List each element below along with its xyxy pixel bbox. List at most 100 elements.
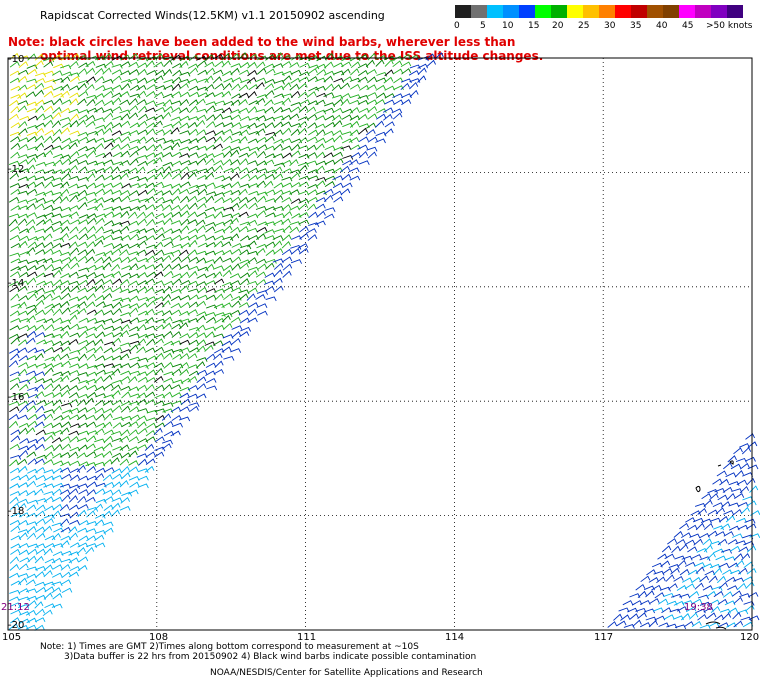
wind-barb (298, 164, 308, 173)
wind-barb (85, 333, 97, 339)
wind-barb (748, 615, 760, 621)
wind-barb (43, 61, 54, 68)
wind-barb (306, 91, 317, 98)
wind-barb (384, 55, 395, 61)
wind-barb (170, 249, 182, 255)
wind-barb (36, 214, 48, 220)
wind-barb (214, 221, 226, 227)
wind-barb (248, 202, 258, 210)
wind-barb (223, 286, 234, 292)
wind-barb (94, 513, 106, 519)
wind-barb (221, 176, 232, 182)
wind-barb (238, 129, 249, 136)
wind-barb (743, 600, 755, 606)
wind-barb (238, 226, 249, 233)
wind-barb (289, 158, 299, 167)
wind-barb (9, 113, 20, 121)
wind-barb (86, 292, 96, 301)
wind-barb (685, 606, 697, 613)
wind-barb (179, 271, 190, 279)
wind-barb (68, 407, 80, 413)
wind-barb (34, 309, 46, 316)
wind-barb (120, 256, 131, 264)
wind-barb (52, 308, 63, 316)
wind-barb (222, 264, 233, 272)
wind-barb (77, 196, 88, 203)
wind-barb (299, 62, 311, 68)
wind-barb (221, 183, 233, 189)
wind-barb (26, 131, 38, 137)
wind-barb (103, 220, 115, 226)
wind-barb (239, 272, 251, 279)
wind-barb (742, 472, 754, 477)
wind-barb (718, 581, 729, 590)
wind-barb (26, 164, 36, 173)
wind-barb (127, 78, 140, 83)
wind-barb (94, 338, 104, 347)
wind-barb (163, 330, 173, 338)
wind-barb (76, 414, 88, 421)
wind-barb (94, 239, 104, 247)
wind-barb (162, 316, 173, 323)
wind-barb (366, 92, 378, 98)
wind-barb (68, 430, 80, 436)
wind-barb (26, 325, 38, 332)
wind-barb (171, 188, 181, 196)
wind-barb (10, 271, 21, 278)
wind-barb (86, 421, 97, 428)
wind-barb (103, 429, 115, 435)
wind-barb (153, 310, 165, 316)
wind-barb (658, 598, 669, 605)
wind-barb (25, 91, 36, 98)
wind-barb (34, 353, 44, 361)
wind-barb (656, 576, 666, 584)
wind-barb (155, 137, 167, 143)
wind-barb (746, 545, 757, 553)
wind-barb (43, 548, 53, 556)
wind-barb (230, 99, 241, 106)
wind-barb (196, 273, 208, 279)
wind-barb (745, 433, 756, 440)
wind-barb (170, 195, 181, 203)
wind-barb (60, 64, 72, 70)
wind-barb (86, 435, 97, 443)
wind-barb (94, 472, 105, 481)
wind-barb (9, 467, 21, 474)
wind-barb (60, 513, 72, 519)
wind-barb (153, 181, 165, 188)
wind-barb (95, 75, 105, 83)
wind-barb (10, 142, 21, 150)
colorbar-swatch (503, 5, 519, 18)
wind-barb (265, 212, 277, 218)
wind-barb (26, 521, 38, 527)
wind-barb (144, 443, 155, 451)
wind-barb (699, 575, 710, 583)
wind-barb (145, 451, 156, 458)
wind-barb (8, 333, 20, 339)
wind-barb (137, 338, 147, 346)
wind-barb (120, 363, 131, 368)
wind-barb (204, 54, 215, 62)
wind-barb (112, 318, 124, 324)
wind-barb (297, 127, 308, 136)
wind-barb (17, 75, 28, 83)
wind-barb (60, 219, 71, 226)
wind-barb (76, 464, 86, 473)
wind-barb (27, 347, 38, 354)
wind-barb (144, 308, 155, 316)
wind-barb (187, 393, 199, 399)
wind-barb (111, 130, 123, 136)
wind-barb (111, 75, 122, 83)
wind-barb (675, 538, 686, 545)
wind-barb (223, 150, 233, 158)
wind-barb (188, 105, 199, 114)
wind-barb (162, 93, 174, 99)
wind-barb (61, 421, 72, 428)
wind-barb (68, 72, 80, 78)
wind-barb (94, 399, 105, 407)
wind-barb (222, 213, 234, 219)
wind-barb (684, 539, 696, 545)
wind-barb (272, 153, 284, 159)
wind-barb (342, 182, 353, 188)
wind-barb (128, 295, 140, 302)
